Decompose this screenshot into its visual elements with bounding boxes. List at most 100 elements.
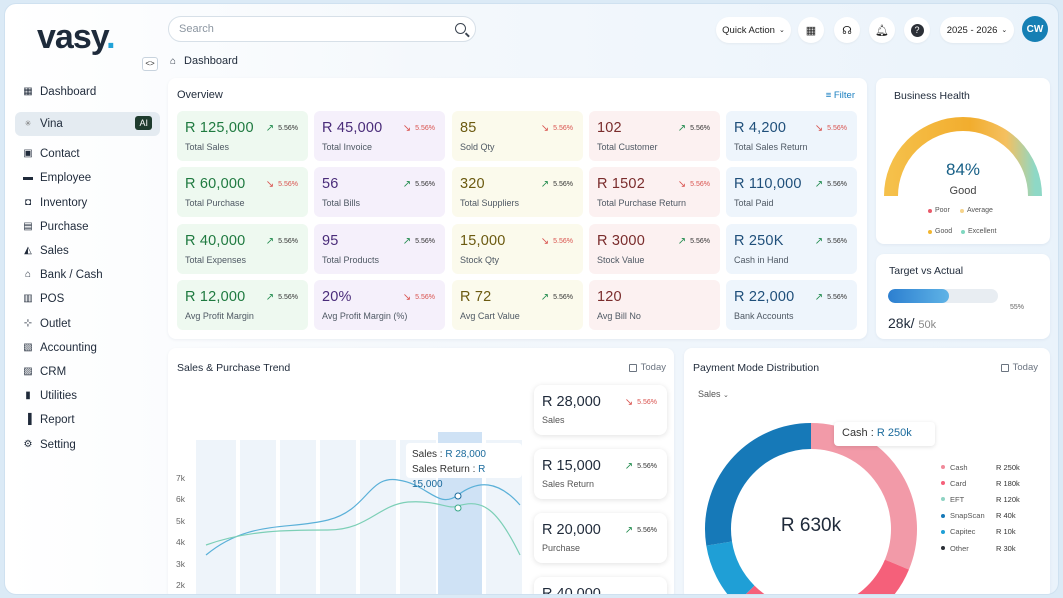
kpi-change-value: 5.56% bbox=[278, 125, 298, 132]
fiscal-year-select[interactable]: 2025 - 2026 ⌄ bbox=[940, 17, 1014, 43]
trend-card-label: Sales bbox=[542, 415, 565, 425]
chart-column-2 bbox=[240, 440, 276, 594]
kpi-value: 56 bbox=[322, 176, 339, 192]
collapse-sidebar-button[interactable]: <> bbox=[142, 57, 158, 71]
trend-summary-card[interactable]: R 40,000 bbox=[534, 577, 667, 594]
trend-summary-card[interactable]: R 20,000 Purchase ↗ 5.56% bbox=[534, 513, 667, 563]
home-icon[interactable]: ⌂ bbox=[170, 55, 177, 67]
help-icon[interactable]: ? bbox=[904, 17, 930, 43]
kpi-tile[interactable]: 102 Total Customer ↗ 5.56% bbox=[589, 111, 720, 161]
kpi-tile[interactable]: 20% Avg Profit Margin (%) ↘ 5.56% bbox=[314, 280, 445, 330]
sidebar-item-pos[interactable]: ▥ POS bbox=[15, 287, 160, 311]
y-tick: 2k bbox=[176, 580, 185, 590]
legend-excellent: Excellent bbox=[961, 228, 996, 235]
kpi-tile[interactable]: 85 Sold Qty ↘ 5.56% bbox=[452, 111, 583, 161]
kpi-tile[interactable]: 95 Total Products ↗ 5.56% bbox=[314, 224, 445, 274]
sidebar-item-accounting[interactable]: ▧ Accounting bbox=[15, 336, 160, 360]
y-tick: 5k bbox=[176, 516, 185, 526]
payment-mode-name: SnapScan bbox=[950, 511, 985, 521]
kpi-tile[interactable]: 15,000 Stock Qty ↘ 5.56% bbox=[452, 224, 583, 274]
kpi-tile[interactable]: 320 Total Suppliers ↗ 5.56% bbox=[452, 167, 583, 217]
sidebar-item-sales[interactable]: ◭ Sales bbox=[15, 239, 160, 263]
sidebar-item-crm[interactable]: ▨ CRM bbox=[15, 360, 160, 384]
sidebar-item-contact[interactable]: ▣ Contact bbox=[15, 142, 160, 166]
calculator-icon[interactable]: ▦ bbox=[798, 17, 824, 43]
health-gauge bbox=[884, 117, 1042, 197]
fiscal-year-label: 2025 - 2026 bbox=[946, 24, 998, 36]
kpi-change-value: 5.56% bbox=[415, 181, 435, 188]
kpi-change: ↗ 5.56% bbox=[678, 236, 710, 247]
avatar[interactable]: CW bbox=[1022, 16, 1048, 42]
payment-legend-row[interactable]: EFT R 120k bbox=[941, 491, 1041, 507]
payment-mode-name: Card bbox=[950, 478, 967, 488]
target-vs-actual-panel: Target vs Actual 55% 28k/ 50k bbox=[876, 254, 1050, 339]
trend-summary-card[interactable]: R 15,000 Sales Return ↗ 5.56% bbox=[534, 449, 667, 499]
kpi-label: Stock Qty bbox=[460, 255, 500, 265]
kpi-tile[interactable]: R 45,000 Total Invoice ↘ 5.56% bbox=[314, 111, 445, 161]
kpi-tile[interactable]: R 110,000 Total Paid ↗ 5.56% bbox=[726, 167, 857, 217]
kpi-tile[interactable]: R 22,000 Bank Accounts ↗ 5.56% bbox=[726, 280, 857, 330]
sidebar-item-label: POS bbox=[40, 293, 65, 306]
gear-icon: ⚙ bbox=[23, 438, 33, 450]
kpi-tile[interactable]: R 125,000 Total Sales ↗ 5.56% bbox=[177, 111, 308, 161]
payment-legend-row[interactable]: Other R 30k bbox=[941, 540, 1041, 556]
sidebar-item-purchase[interactable]: ▤ Purchase bbox=[15, 215, 160, 239]
sidebar-item-inventory[interactable]: ◘ Inventory bbox=[15, 191, 160, 215]
sidebar-item-outlet[interactable]: ⊹ Outlet bbox=[15, 312, 160, 336]
trend-date-filter[interactable]: Today bbox=[628, 362, 666, 373]
kpi-tile[interactable]: R 12,000 Avg Profit Margin ↗ 5.56% bbox=[177, 280, 308, 330]
kpi-tile[interactable]: R 4,200 Total Sales Return ↘ 5.56% bbox=[726, 111, 857, 161]
filter-button[interactable]: ≡ Filter bbox=[826, 90, 855, 101]
kpi-tile[interactable]: R 40,000 Total Expenses ↗ 5.56% bbox=[177, 224, 308, 274]
sidebar-item-utilities[interactable]: ▮ Utilities bbox=[15, 384, 160, 408]
trend-card-change-value: 5.56% bbox=[637, 463, 657, 470]
kpi-value: 102 bbox=[597, 120, 622, 136]
report-icon: ▐ bbox=[24, 414, 32, 426]
tooltip-sales-label: Sales : bbox=[412, 449, 443, 460]
search-input[interactable]: Search bbox=[168, 16, 476, 42]
trend-title: Sales & Purchase Trend bbox=[177, 362, 291, 374]
quick-action-button[interactable]: Quick Action ⌄ bbox=[716, 17, 791, 43]
sidebar-item-setting[interactable]: ⚙ Setting bbox=[15, 432, 160, 456]
payment-type-select[interactable]: Sales ⌄ bbox=[698, 389, 729, 399]
sales-point bbox=[454, 492, 462, 500]
payment-legend-row[interactable]: SnapScan R 40k bbox=[941, 508, 1041, 524]
legend-good: Good bbox=[928, 228, 952, 235]
sidebar-item-dashboard[interactable]: ▦ Dashboard bbox=[15, 80, 160, 104]
payment-legend-row[interactable]: Card R 180k bbox=[941, 475, 1041, 491]
donut-slice-card[interactable] bbox=[745, 559, 909, 595]
bell-icon[interactable]: 🔔︎ bbox=[869, 17, 895, 43]
sidebar-item-label: Setting bbox=[40, 438, 76, 451]
chart-column-3 bbox=[280, 440, 316, 594]
kpi-label: Total Customer bbox=[597, 142, 658, 152]
headset-icon[interactable]: ☊ bbox=[834, 17, 860, 43]
kpi-tile[interactable]: 56 Total Bills ↗ 5.56% bbox=[314, 167, 445, 217]
trend-summary-card[interactable]: R 28,000 Sales ↘ 5.56% bbox=[534, 385, 667, 435]
donut-slice-snapscan[interactable] bbox=[705, 423, 812, 546]
donut-slice-capitec[interactable] bbox=[706, 541, 755, 595]
kpi-tile[interactable]: R 1502 Total Purchase Return ↘ 5.56% bbox=[589, 167, 720, 217]
logo[interactable]: vasy. bbox=[37, 18, 116, 56]
breadcrumb: ⌂ Dashboard bbox=[170, 55, 238, 67]
kpi-change: ↗ 5.56% bbox=[266, 292, 298, 303]
target-goal: 50k bbox=[918, 319, 937, 331]
sidebar-item-bank-cash[interactable]: ⌂ Bank / Cash bbox=[15, 263, 160, 287]
payment-legend-row[interactable]: Cash R 250k bbox=[941, 459, 1041, 475]
payment-mode-value: R 180k bbox=[996, 478, 1020, 488]
sidebar-item-label: Utilities bbox=[40, 390, 78, 403]
calendar-icon bbox=[628, 363, 637, 372]
trend-down-icon: ↘ bbox=[677, 179, 687, 190]
sidebar-item-report[interactable]: ▐ Report bbox=[15, 408, 160, 432]
tooltip-label: Cash : bbox=[842, 427, 874, 439]
payment-legend-row[interactable]: Capitec R 10k bbox=[941, 524, 1041, 540]
sidebar-item-vina[interactable]: ✳ Vina AI bbox=[15, 112, 160, 137]
sidebar-item-employee[interactable]: ▬ Employee bbox=[15, 166, 160, 190]
sales-return-point bbox=[454, 504, 462, 512]
kpi-tile[interactable]: R 3000 Stock Value ↗ 5.56% bbox=[589, 224, 720, 274]
kpi-tile[interactable]: R 250K Cash in Hand ↗ 5.56% bbox=[726, 224, 857, 274]
kpi-tile[interactable]: R 72 Avg Cart Value ↗ 5.56% bbox=[452, 280, 583, 330]
kpi-tile[interactable]: R 60,000 Total Purchase ↘ 5.56% bbox=[177, 167, 308, 217]
kpi-tile[interactable]: 120 Avg Bill No bbox=[589, 280, 720, 330]
search-icon[interactable] bbox=[455, 23, 466, 34]
payment-date-filter[interactable]: Today bbox=[1000, 362, 1038, 373]
